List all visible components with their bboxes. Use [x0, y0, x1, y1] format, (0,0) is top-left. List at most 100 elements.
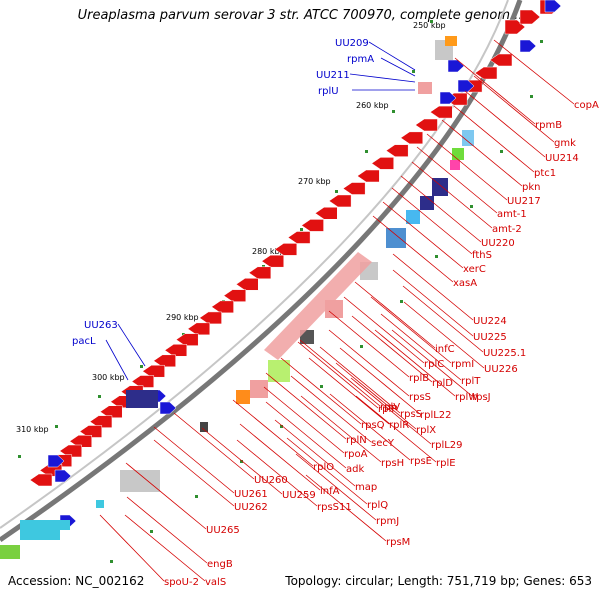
- forward-gene-label: rplB: [409, 373, 429, 384]
- forward-leader-line: [426, 133, 508, 201]
- reverse-gene-label: pacL: [72, 336, 96, 347]
- label-line-group: [99, 39, 575, 582]
- forward-leader-line: [416, 146, 498, 214]
- forward-gene-label: rpsS: [400, 409, 422, 420]
- forward-gene-label: rpmI: [451, 359, 474, 370]
- forward-leader-line: [299, 339, 381, 407]
- cog-block: [406, 210, 420, 224]
- forward-gene-label: rplR: [389, 420, 409, 431]
- forward-leader-line: [411, 161, 493, 229]
- accession-label: Accession: NC_002162: [8, 574, 145, 588]
- forward-gene-label: rplQ: [367, 500, 388, 511]
- reverse-gene-label: UU263: [84, 320, 118, 331]
- cog-block: [200, 422, 208, 432]
- forward-gene-label: rplT: [461, 376, 481, 387]
- reverse-leader-line: [105, 339, 129, 381]
- tick-mark: [280, 425, 283, 428]
- forward-gene: [519, 9, 541, 25]
- backbone-outer: [0, 0, 523, 543]
- forward-leader-line: [201, 427, 283, 495]
- forward-gene-label: valS: [205, 577, 226, 588]
- reverse-leader-line: [349, 73, 416, 83]
- tick-mark: [320, 385, 323, 388]
- tick-group: 250 kbp 260 kbp 270 kbp 280 kbp 290 kbp 300 k…: [16, 20, 543, 563]
- cog-block: [418, 82, 432, 94]
- forward-gene: [223, 289, 247, 302]
- cog-block: [20, 520, 60, 540]
- forward-gene: [235, 278, 259, 291]
- forward-gene: [164, 344, 188, 357]
- forward-gene-label: UU261: [234, 489, 268, 500]
- cog-block: [60, 520, 70, 530]
- forward-leader-line: [239, 423, 321, 491]
- reverse-gene-label: UU209: [335, 38, 369, 49]
- tick-label: 270 kbp: [298, 177, 331, 186]
- forward-gene-label: rplX: [416, 425, 436, 436]
- reverse-gene-label: rplU: [318, 86, 339, 97]
- forward-gene: [287, 231, 311, 244]
- forward-leader-line: [125, 462, 207, 530]
- cog-block: [445, 36, 457, 46]
- cog-block: [432, 178, 448, 196]
- tick-mark: [55, 425, 58, 428]
- cog-block: [250, 380, 268, 398]
- tick-mark: [18, 455, 21, 458]
- cog-block: [386, 228, 406, 248]
- forward-gene-label: spoU-2: [164, 577, 199, 588]
- tick-mark: [430, 20, 433, 23]
- tick-mark: [470, 205, 473, 208]
- cog-block: [0, 545, 20, 559]
- tick-mark: [335, 190, 338, 193]
- forward-gene: [142, 364, 165, 378]
- forward-gene: [314, 206, 338, 220]
- cog-block: [450, 160, 460, 170]
- forward-gene-label: amt-2: [492, 224, 522, 235]
- forward-leader-line: [297, 341, 379, 409]
- forward-leader-line: [280, 357, 362, 425]
- forward-gene-label: UU262: [234, 502, 268, 513]
- forward-leader-line: [339, 347, 421, 415]
- forward-gene: [69, 435, 92, 448]
- tick-label: 290 kbp: [166, 313, 199, 322]
- forward-leader-line: [173, 412, 255, 480]
- forward-gene: [415, 118, 438, 132]
- forward-gene-label: ptc1: [534, 168, 556, 179]
- forward-leader-line: [274, 419, 356, 487]
- forward-leader-line: [300, 395, 382, 463]
- forward-gene-label: fthS: [472, 250, 492, 261]
- forward-gene-label: gmk: [554, 138, 576, 149]
- forward-gene-label: rpoA: [344, 449, 368, 460]
- cog-block: [420, 196, 434, 210]
- forward-gene-label: rpsS11: [317, 502, 352, 513]
- cog-block: [126, 390, 158, 408]
- forward-leader-line: [392, 253, 474, 321]
- forward-gene: [371, 157, 394, 170]
- forward-leader-line: [124, 514, 206, 582]
- tick-mark: [110, 560, 113, 563]
- forward-leader-line: [402, 285, 484, 353]
- forward-leader-line: [295, 453, 377, 521]
- tick-mark: [360, 345, 363, 348]
- forward-leader-line: [319, 346, 401, 414]
- cog-block: [96, 500, 104, 508]
- forward-gene-label: UU260: [254, 475, 288, 486]
- forward-leader-line: [350, 377, 432, 445]
- cog-block: [300, 330, 314, 344]
- tick-mark: [262, 265, 265, 268]
- forward-gene-label: UU265: [206, 525, 240, 536]
- forward-leader-line: [382, 201, 464, 269]
- tick-mark: [300, 228, 303, 231]
- tick-mark: [150, 530, 153, 533]
- forward-leader-line: [392, 269, 474, 337]
- tick-mark: [98, 395, 101, 398]
- tick-mark: [392, 110, 395, 113]
- forward-leader-line: [453, 105, 535, 173]
- forward-gene-label: UU220: [481, 238, 515, 249]
- tick-label: 250 kbp: [413, 21, 446, 30]
- forward-gene-label: infC: [435, 344, 455, 355]
- forward-leader-line: [232, 399, 314, 467]
- forward-leader-line: [265, 401, 347, 469]
- forward-gene-label: rplV: [380, 402, 400, 413]
- forward-gene-label: UU217: [507, 196, 541, 207]
